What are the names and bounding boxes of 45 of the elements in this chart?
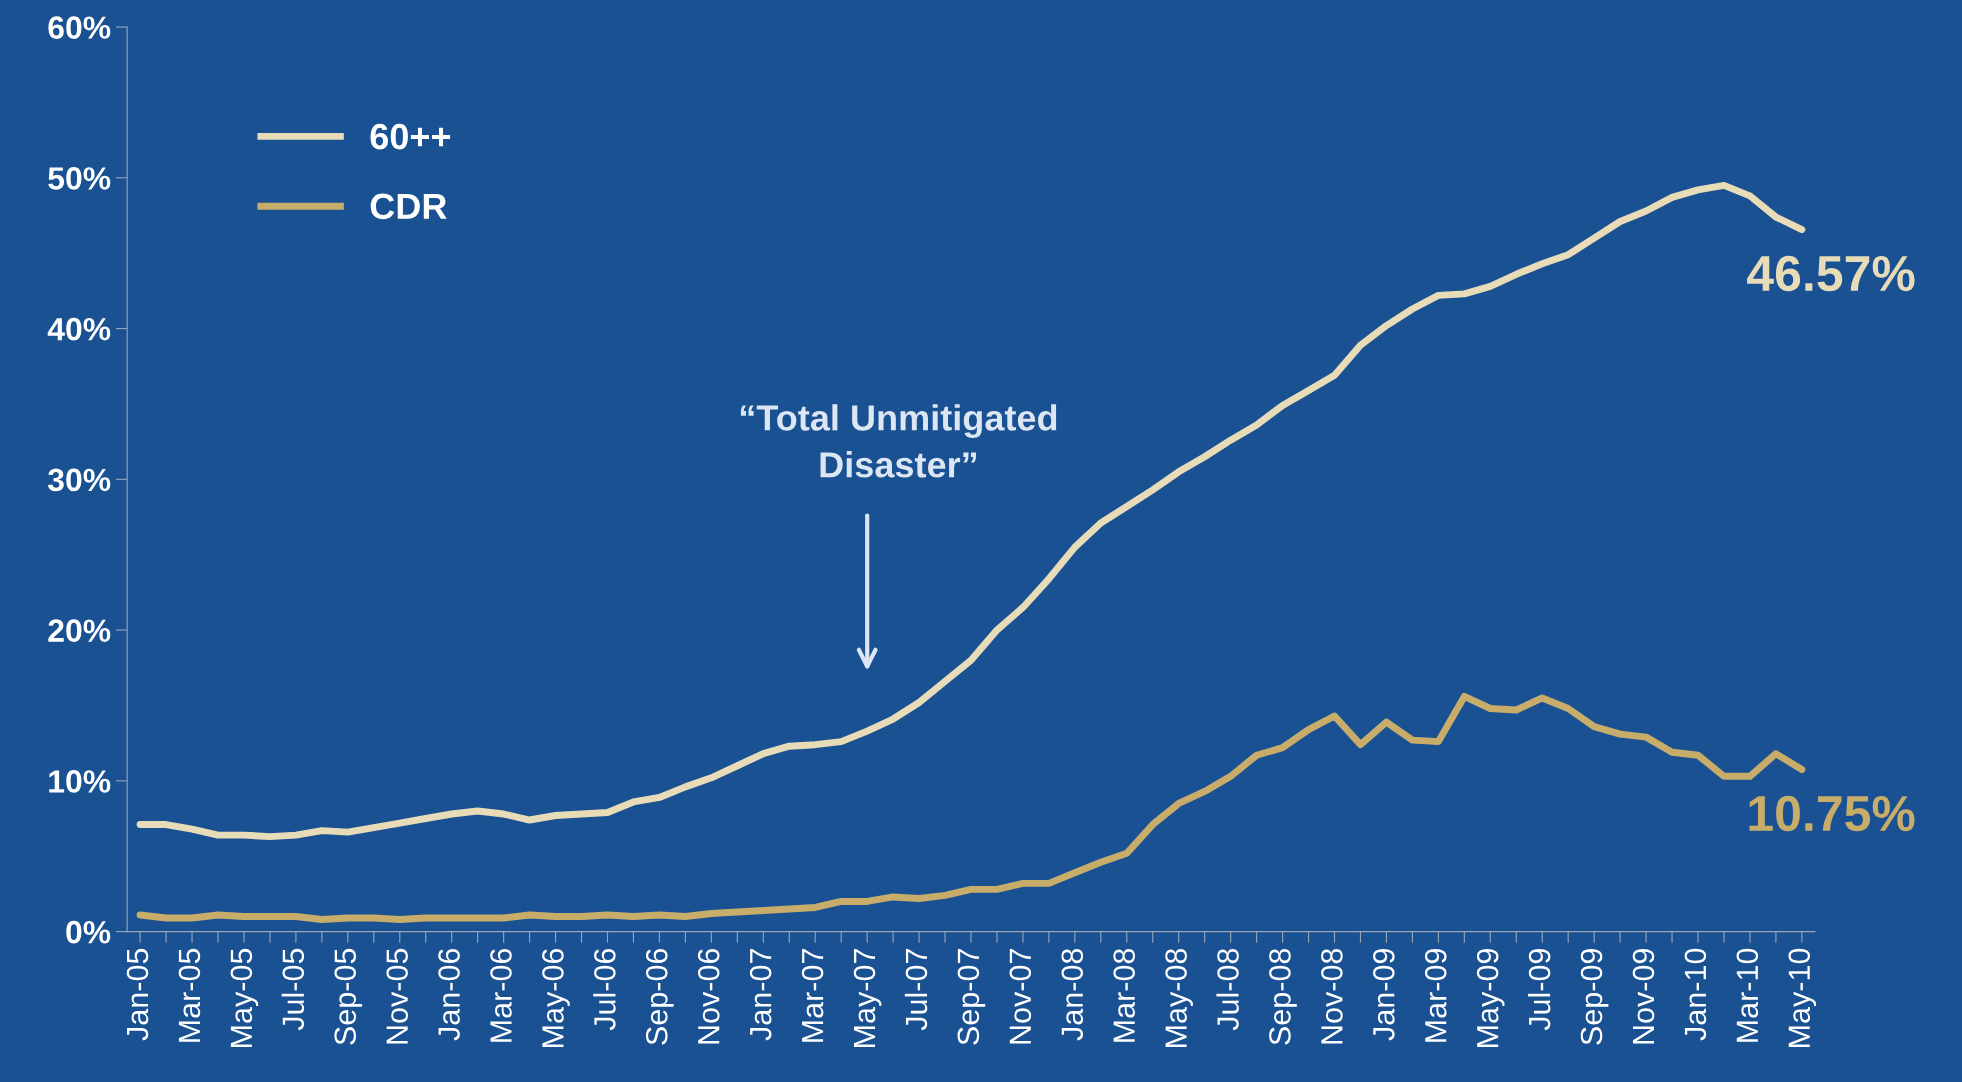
y-tick-label: 10%	[49, 770, 111, 793]
x-tick-label: Jan-05	[126, 948, 149, 1041]
x-tick-label: Jan-07	[749, 949, 772, 1041]
x-tick-label: Jul-05	[281, 948, 305, 1031]
legend-label: CDR	[370, 193, 447, 220]
y-tick-label: 20%	[48, 619, 111, 642]
x-tick-label: Jan-08	[1061, 948, 1084, 1041]
x-tick-label: Mar-07	[801, 949, 824, 1042]
x-tick-label: May-07	[853, 949, 882, 1047]
x-tick-label: Sep-05	[334, 948, 363, 1045]
x-tick-label: May-06	[542, 948, 570, 1047]
x-tick-label: Nov-05	[386, 948, 408, 1044]
x-tick-label: Sep-08	[1269, 948, 1297, 1045]
x-tick-label: May-05	[230, 948, 259, 1047]
x-tick-label: Jul-09	[1527, 949, 1551, 1031]
x-tick-label: Nov-06	[697, 948, 720, 1044]
x-tick-label: Jan-10	[1684, 948, 1707, 1041]
annotation: 46.57%	[1747, 255, 1915, 292]
y-tick-label: 50%	[48, 167, 111, 190]
annotation: “Total Unmitigated Disaster”	[740, 404, 1057, 478]
x-tick-label: Jul-08	[1216, 948, 1239, 1031]
annotation: 10.75%	[1749, 795, 1915, 832]
x-tick-label: Mar-05	[178, 948, 201, 1042]
y-tick-label: 40%	[47, 317, 111, 341]
x-tick-label: Sep-09	[1580, 949, 1609, 1045]
x-tick-label: Jan-09	[1373, 949, 1395, 1041]
x-tick-label: Mar-08	[1113, 948, 1135, 1042]
x-tick-label: Jul-07	[904, 949, 928, 1031]
x-tick-label: May-10	[1788, 948, 1817, 1047]
x-tick-label: Nov-08	[1321, 948, 1343, 1044]
x-tick-label: Jan-06	[438, 948, 460, 1041]
x-tick-label: Sep-07	[957, 949, 986, 1045]
x-tick-label: Nov-07	[1009, 949, 1032, 1044]
y-tick-label: 60%	[48, 16, 111, 39]
x-tick-label: May-09	[1476, 949, 1505, 1047]
x-tick-label: Jul-06	[593, 948, 616, 1031]
x-tick-label: Mar-06	[490, 948, 512, 1042]
x-tick-label: Sep-06	[645, 948, 674, 1045]
x-tick-label: Mar-09	[1424, 949, 1447, 1042]
x-tick-label: Nov-09	[1632, 949, 1655, 1044]
y-tick-label: 0%	[66, 920, 111, 944]
y-tick-label: 30%	[47, 468, 111, 492]
x-tick-label: Mar-10	[1736, 948, 1759, 1042]
x-tick-label: May-08	[1165, 948, 1193, 1047]
legend-label: 60++	[370, 123, 451, 150]
